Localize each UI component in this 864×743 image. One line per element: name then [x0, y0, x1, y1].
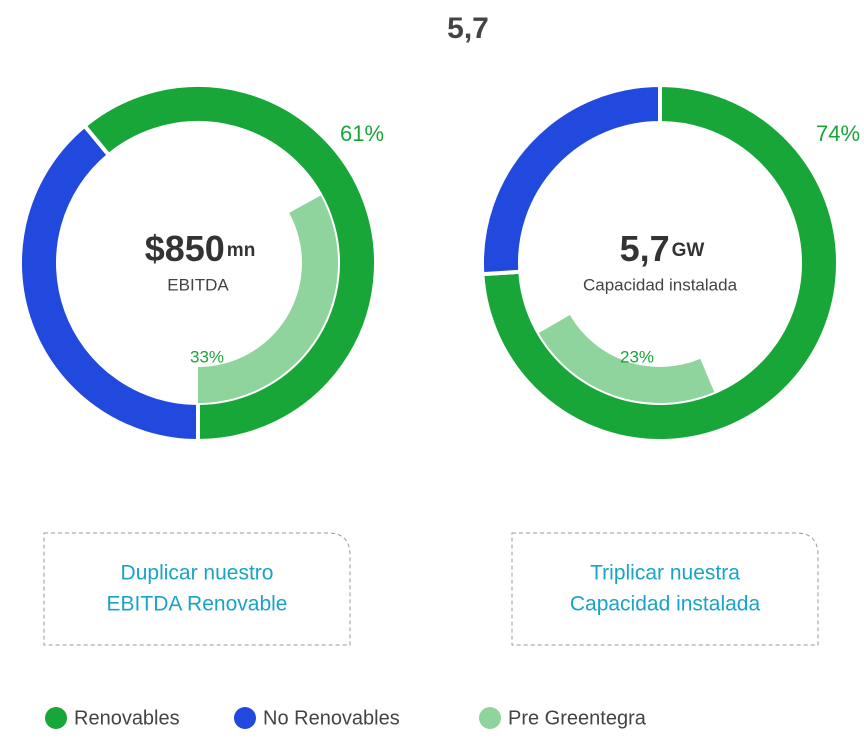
legend-swatch — [479, 707, 501, 729]
annotation: Duplicar nuestro — [121, 562, 274, 585]
center-value: $850 mn — [145, 228, 256, 269]
center-unit: GW — [672, 240, 705, 261]
annotation: EBITDA Renovable — [107, 593, 288, 616]
center-label: EBITDA — [167, 275, 229, 294]
donut — [480, 82, 840, 443]
annotation: Triplicar nuestra — [590, 562, 740, 585]
segment — [480, 82, 840, 443]
value-label: 23% — [620, 347, 654, 366]
legend-swatch — [45, 707, 67, 729]
legend-swatch — [234, 707, 256, 729]
legend-label: Renovables — [74, 707, 180, 729]
center-number: $850 — [145, 228, 225, 269]
title: 5,7 — [447, 12, 489, 45]
segment — [480, 82, 662, 277]
segment — [18, 123, 200, 444]
inner-segment — [198, 195, 338, 403]
value-label: 33% — [190, 347, 224, 366]
donut — [18, 83, 378, 444]
value-label: 61% — [340, 121, 384, 146]
center-unit: mn — [227, 240, 256, 261]
center-number: 5,7 — [620, 228, 670, 269]
inner-segment — [538, 315, 715, 403]
annotation: Capacidad instalada — [570, 593, 761, 616]
center-label: Capacidad instalada — [583, 275, 738, 294]
segment — [81, 83, 378, 444]
legend-label: No Renovables — [263, 707, 400, 729]
annotation-box — [43, 532, 351, 646]
legend-label: Pre Greentegra — [508, 707, 647, 729]
center-value: 5,7 GW — [620, 228, 705, 269]
annotation-box — [511, 532, 819, 646]
value-label: 74% — [816, 121, 860, 146]
